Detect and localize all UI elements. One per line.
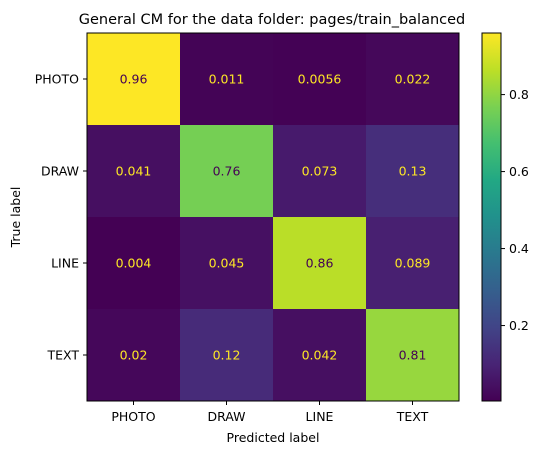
cell-value-label: 0.022 <box>395 72 431 87</box>
heatmap-cell <box>273 217 367 310</box>
colorbar-tick-label: 0.6 <box>509 164 529 179</box>
cell-value-label: 0.011 <box>209 72 245 87</box>
y-axis-ticks: PHOTO DRAW LINE TEXT <box>35 72 87 363</box>
cell-value-label: 0.81 <box>399 348 427 363</box>
heatmap-cell <box>180 125 274 218</box>
colorbar-tick-label: 0.2 <box>509 318 529 333</box>
x-axis-label: Predicted label <box>227 430 320 445</box>
colorbar <box>481 32 502 402</box>
colorbar-tick-label: 0.8 <box>509 87 529 102</box>
x-axis-ticks: PHOTO DRAW LINE TEXT <box>111 401 429 424</box>
heatmap-cell <box>180 33 274 126</box>
y-tick-label: DRAW <box>41 164 79 179</box>
chart-title: General CM for the data folder: pages/tr… <box>79 12 466 28</box>
colorbar-ticks: 0.2 0.4 0.6 0.8 <box>501 87 529 333</box>
heatmap-cell <box>366 309 460 402</box>
x-tick-label: PHOTO <box>111 409 155 424</box>
cell-value-label: 0.045 <box>209 256 245 271</box>
heatmap-cell <box>180 309 274 402</box>
cell-value-label: 0.02 <box>120 348 148 363</box>
heatmap-cell <box>87 309 181 402</box>
y-tick-label: TEXT <box>46 348 79 363</box>
colorbar-tick-label: 0.4 <box>509 241 529 256</box>
heatmap-cell <box>87 217 181 310</box>
cell-value-label: 0.073 <box>302 164 338 179</box>
heatmap-cell <box>366 217 460 310</box>
cell-value-label: 0.042 <box>302 348 338 363</box>
x-tick-label: TEXT <box>396 409 429 424</box>
cell-value-label: 0.004 <box>116 256 152 271</box>
heatmap-cell <box>87 33 181 126</box>
heatmap-cell <box>273 309 367 402</box>
x-tick-label: LINE <box>306 409 334 424</box>
cell-value-label: 0.12 <box>213 348 241 363</box>
y-tick-label: PHOTO <box>35 72 79 87</box>
heatmap-frame <box>86 32 460 402</box>
heatmap-cell <box>366 33 460 126</box>
cell-value-label: 0.089 <box>395 256 431 271</box>
heatmap-cell <box>366 125 460 218</box>
heatmap-cell-labels: 0.96 0.011 0.0056 0.022 0.041 0.76 0.073 0.13 0.… <box>116 72 431 363</box>
heatmap-cell <box>273 33 367 126</box>
heatmap-cell <box>87 125 181 218</box>
heatmap-cell <box>180 217 274 310</box>
cell-value-label: 0.86 <box>306 256 334 271</box>
cell-value-label: 0.0056 <box>298 72 342 87</box>
cell-value-label: 0.13 <box>399 164 427 179</box>
y-axis-label: True label <box>8 187 23 249</box>
cell-value-label: 0.041 <box>116 164 152 179</box>
heatmap-cells <box>87 33 460 402</box>
cell-value-label: 0.76 <box>213 164 241 179</box>
cell-value-label: 0.96 <box>120 72 148 87</box>
x-tick-label: DRAW <box>207 409 245 424</box>
y-tick-label: LINE <box>51 256 79 271</box>
heatmap-cell <box>273 125 367 218</box>
